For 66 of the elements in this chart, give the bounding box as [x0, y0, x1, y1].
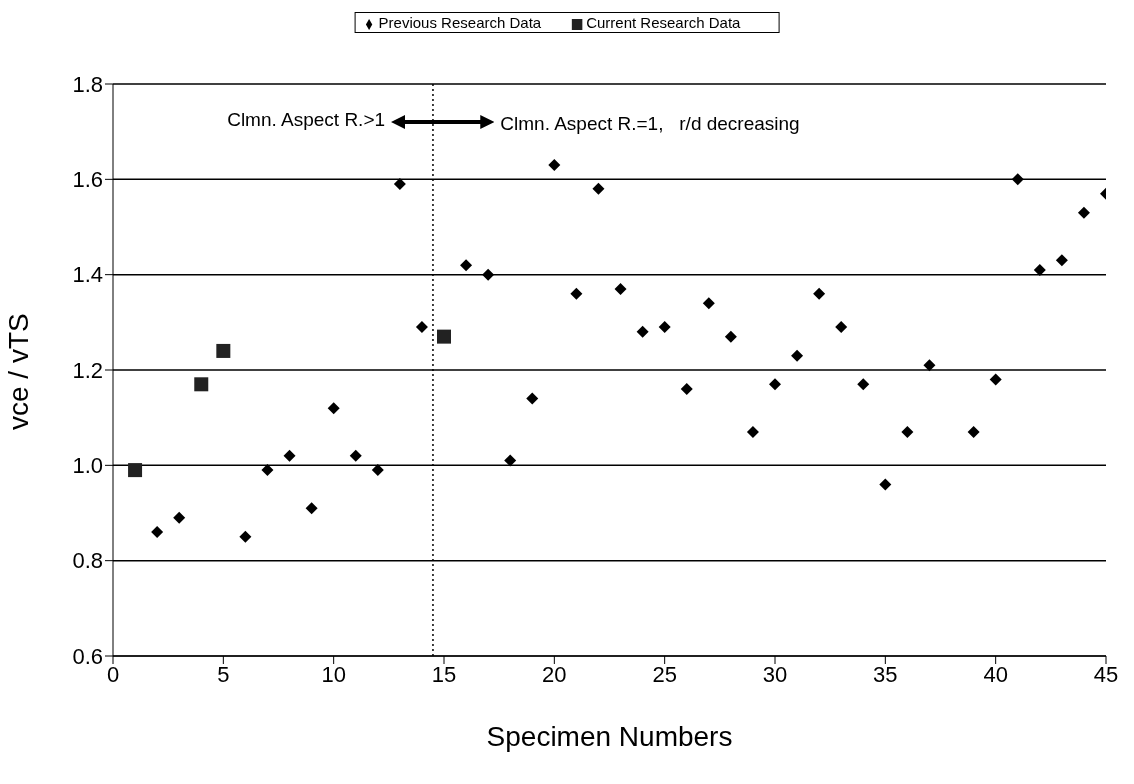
y-tick-label: 1.2 [72, 357, 103, 383]
point [526, 392, 539, 405]
point [570, 287, 583, 300]
point [349, 449, 362, 462]
x-tick-label: 0 [106, 661, 120, 687]
point [216, 343, 231, 358]
point [173, 511, 186, 524]
point [658, 321, 671, 334]
x-tick-label: 20 [542, 661, 567, 687]
point [371, 464, 384, 477]
point [967, 425, 980, 438]
legend-label: Previous Research Data [378, 14, 542, 31]
point [327, 402, 340, 415]
legend-label: Current Research Data [586, 14, 741, 31]
x-axis-title: Specimen Numbers [486, 721, 733, 752]
point [857, 378, 870, 391]
x-tick-label: 45 [1093, 661, 1119, 687]
x-tick-label: 15 [431, 661, 457, 687]
point [261, 464, 274, 477]
point [592, 182, 605, 195]
x-tick-label: 40 [983, 661, 1008, 687]
point [614, 282, 627, 295]
point [702, 297, 715, 310]
point [504, 454, 517, 467]
y-tick-label: 1.8 [72, 71, 103, 97]
point [194, 377, 209, 392]
point [239, 530, 252, 543]
y-tick-label: 0.6 [72, 643, 103, 669]
point [769, 378, 781, 391]
y-tick-label: 0.8 [72, 548, 103, 574]
point [482, 268, 495, 281]
point [791, 349, 804, 362]
point [636, 325, 649, 338]
point [1077, 206, 1090, 219]
annotation: Clmn. Aspect R.=1, r/d decreasing [500, 113, 800, 136]
annotation: Clmn. Aspect R.>1 [226, 109, 386, 132]
point [989, 373, 1002, 386]
point [548, 159, 561, 172]
y-tick-label: 1.0 [72, 453, 103, 479]
x-tick-label: 25 [652, 661, 677, 687]
point [746, 425, 759, 438]
y-tick-label: 1.4 [72, 262, 103, 288]
point [923, 359, 936, 372]
y-axis-title: vce / vTS [2, 313, 34, 430]
point [415, 321, 428, 334]
point [901, 425, 914, 438]
point [1055, 254, 1068, 267]
point [305, 502, 318, 515]
x-tick-label: 10 [321, 661, 346, 687]
point [1011, 173, 1024, 186]
point [393, 178, 406, 191]
point [460, 259, 473, 272]
point [283, 449, 296, 462]
point [128, 463, 143, 478]
y-tick-label: 1.6 [72, 167, 103, 193]
point [835, 321, 848, 334]
point [680, 383, 693, 396]
x-tick-label: 35 [873, 661, 898, 687]
x-tick-label: 5 [217, 661, 230, 687]
point [724, 330, 737, 343]
point [813, 287, 826, 300]
point [437, 329, 451, 344]
point [1033, 263, 1046, 276]
point [879, 478, 892, 491]
x-tick-label: 30 [762, 661, 788, 687]
point [151, 526, 164, 539]
